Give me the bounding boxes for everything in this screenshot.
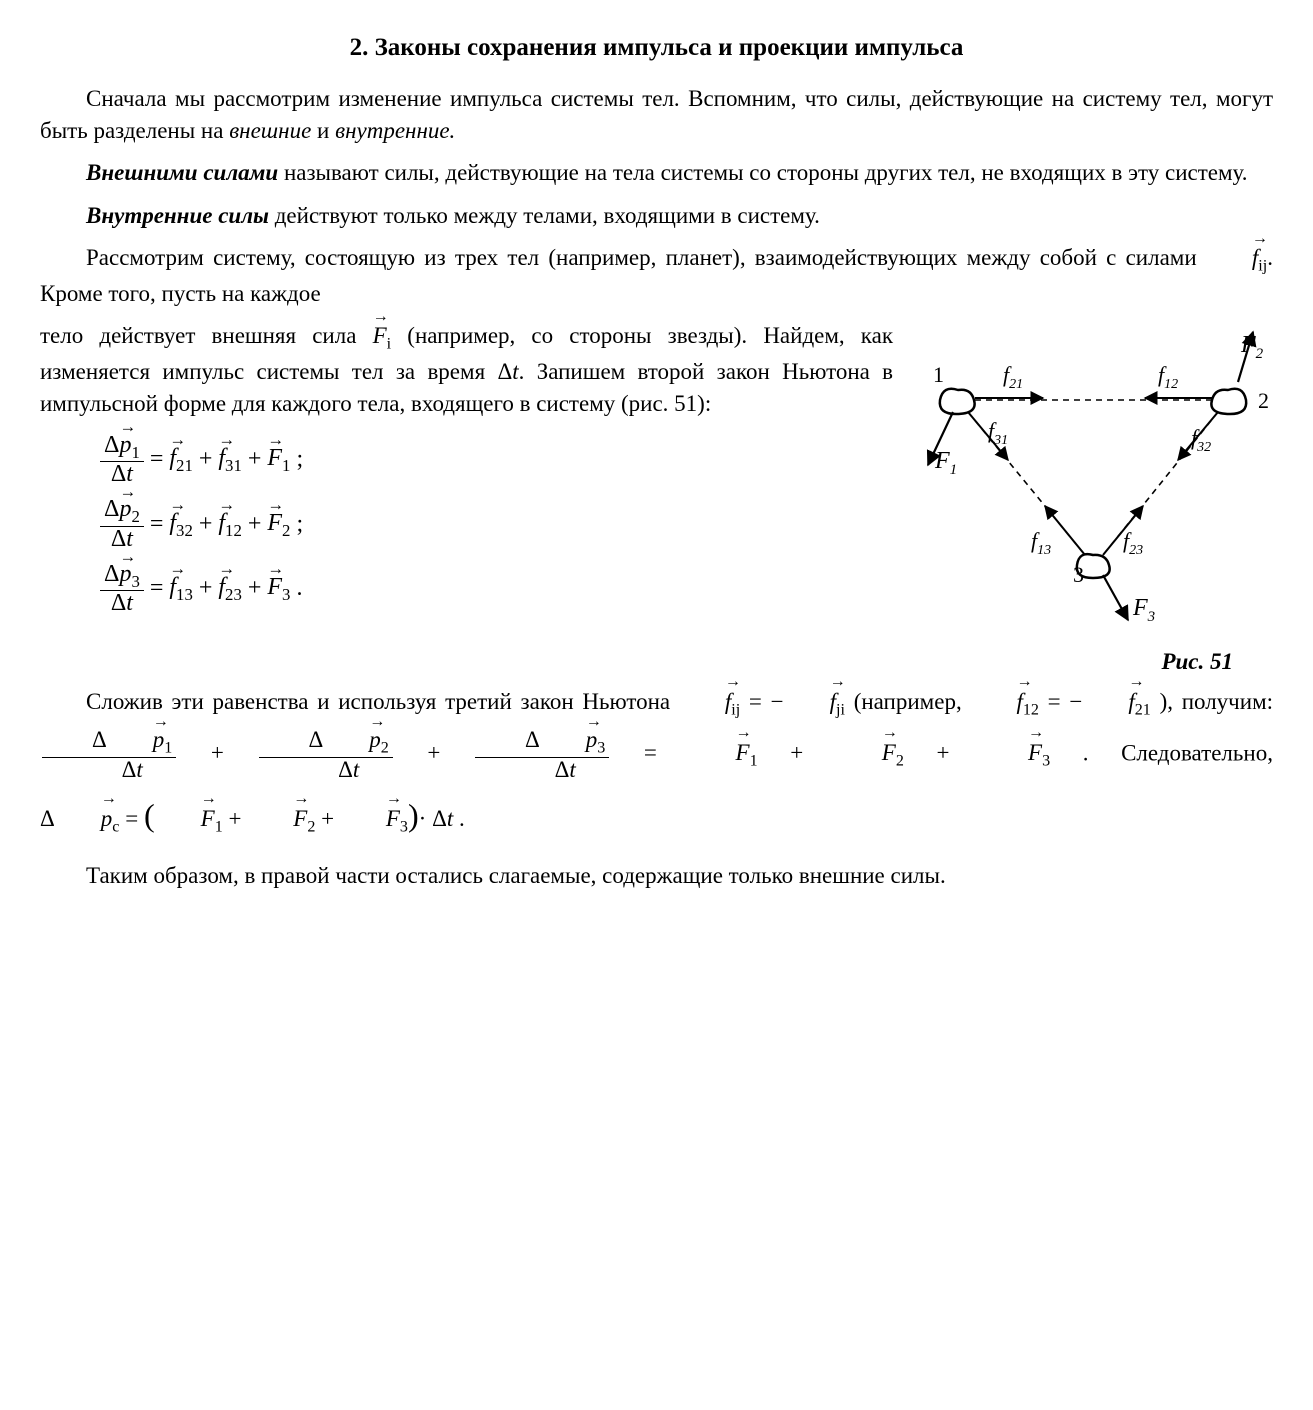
paragraph-7: Таким образом, в правой части остались с…	[40, 860, 1273, 892]
equation-block: Δp1Δt = f21+ f31+ F1; Δp2Δt = f32+ f12+ …	[100, 433, 893, 617]
paragraph-6: Сложив эти равенства и используя третий …	[40, 678, 1273, 850]
emph: внешние	[229, 118, 311, 143]
math-inline: fij = −fji	[679, 689, 845, 714]
term: Внешними силами	[86, 160, 278, 185]
section-heading: 2. Законы сохранения импульса и проекции…	[40, 30, 1273, 65]
paragraph-3: Внутренние силы действуют только между т…	[40, 200, 1273, 232]
node-2-label: 2	[1258, 388, 1269, 413]
text: называют силы, действующие на тела систе…	[278, 160, 1247, 185]
f31-label: f31	[988, 418, 1008, 448]
left-column: тело действует внешняя сила Fi (например…	[40, 320, 893, 628]
math-inline: Δpc = (F1 + F2 + F3)· Δt	[40, 806, 459, 831]
text: Рассмотрим систему, состоящую из трех те…	[86, 245, 1206, 270]
figure-51: 1 2 3 f21 f12 f31 f32 f13 f23	[913, 320, 1273, 678]
f12-label: f12	[1158, 362, 1178, 392]
text: и	[311, 118, 335, 143]
math-inline: Fi	[373, 323, 392, 348]
F3-label: F3	[1132, 595, 1155, 625]
paragraph-5: тело действует внешняя сила Fi (например…	[40, 320, 893, 421]
text: (на­пример,	[854, 689, 971, 714]
node-1-label: 1	[933, 362, 944, 387]
equation-3: Δp3Δt = f13+ f23+ F3.	[100, 562, 893, 617]
f13-label: f13	[1031, 528, 1051, 558]
F2-label: F2	[1240, 332, 1264, 362]
math-inline: f12 = −f21	[970, 689, 1150, 714]
text: действуют только между телами, входящими…	[269, 203, 820, 228]
node-3-label: 3	[1073, 562, 1084, 587]
term: Внутренние силы	[86, 203, 269, 228]
text: .	[459, 806, 465, 831]
F1-label: F1	[934, 448, 957, 478]
text: . Сле­дова­тель­но,	[1083, 740, 1273, 765]
f21-label: f21	[1003, 362, 1023, 392]
paragraph-1: Сначала мы рассмотрим изменение импульса…	[40, 83, 1273, 147]
diagram-svg: 1 2 3 f21 f12 f31 f32 f13 f23	[913, 320, 1273, 640]
text: ), получим:	[1160, 689, 1273, 714]
paragraph-4: Рассмотрим систему, состоящую из трех те…	[40, 242, 1273, 310]
text: Сложив эти равенства и используя третий …	[86, 689, 679, 714]
text: Сначала мы рассмотрим изменение импульса…	[40, 86, 1273, 143]
math-inline: fij	[1206, 245, 1267, 270]
math-inline: Δp1Δt + Δp2Δt + Δp3Δt = F1 + F2 + F3	[40, 740, 1083, 765]
paragraph-2: Внешними силами называют силы, действующ…	[40, 157, 1273, 189]
equation-2: Δp2Δt = f32+ f12+ F2;	[100, 497, 893, 552]
f32-label: f32	[1191, 425, 1211, 455]
text: тело действует внешняя сила	[40, 323, 373, 348]
equation-1: Δp1Δt = f21+ f31+ F1;	[100, 433, 893, 488]
f23-label: f23	[1123, 528, 1143, 558]
emph: внутренние.	[335, 118, 455, 143]
figure-row: тело действует внешняя сила Fi (например…	[40, 320, 1273, 678]
